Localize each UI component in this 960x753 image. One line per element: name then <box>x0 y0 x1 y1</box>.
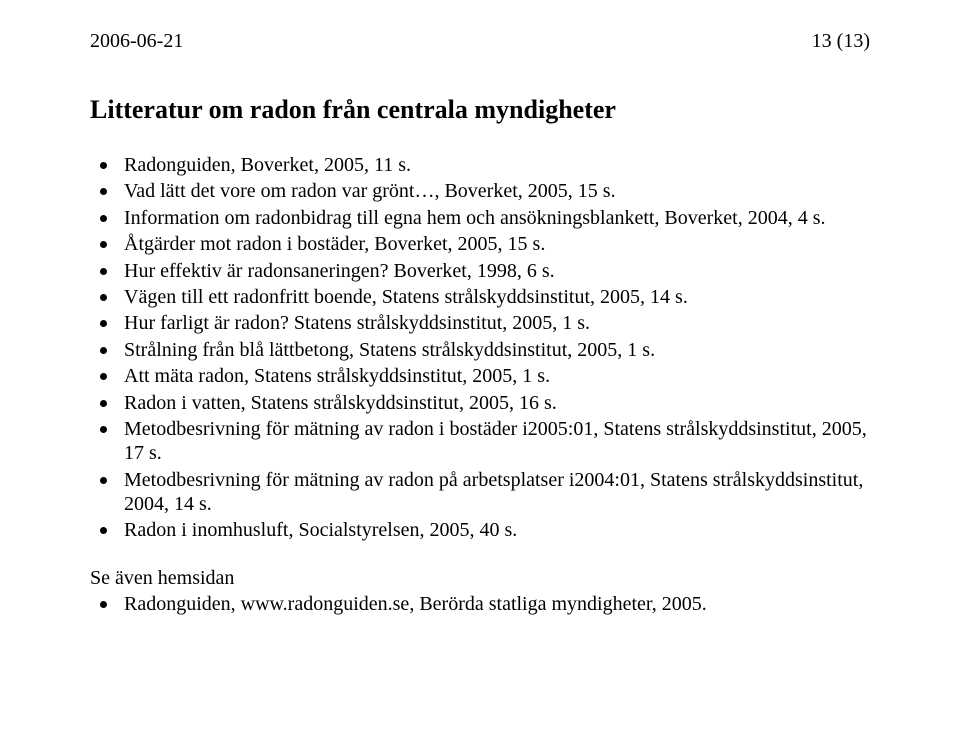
reference-list: Radonguiden, Boverket, 2005, 11 s. Vad l… <box>90 153 870 543</box>
header-page-number: 13 (13) <box>812 30 870 53</box>
see-also-label: Se även hemsidan <box>90 567 870 590</box>
header-date: 2006-06-21 <box>90 30 183 53</box>
list-item: Att mäta radon, Statens strålskyddsinsti… <box>90 364 870 388</box>
list-item: Åtgärder mot radon i bostäder, Boverket,… <box>90 232 870 256</box>
list-item: Radonguiden, Boverket, 2005, 11 s. <box>90 153 870 177</box>
page-title: Litteratur om radon från centrala myndig… <box>90 95 870 125</box>
list-item: Radon i vatten, Statens strålskyddsinsti… <box>90 391 870 415</box>
list-item: Hur farligt är radon? Statens strålskydd… <box>90 311 870 335</box>
list-item: Hur effektiv är radonsaneringen? Boverke… <box>90 259 870 283</box>
list-item: Vägen till ett radonfritt boende, Staten… <box>90 285 870 309</box>
list-item: Information om radonbidrag till egna hem… <box>90 206 870 230</box>
list-item: Strålning från blå lättbetong, Statens s… <box>90 338 870 362</box>
list-item: Metodbesrivning för mätning av radon på … <box>90 468 870 517</box>
page-header: 2006-06-21 13 (13) <box>90 30 870 53</box>
list-item: Metodbesrivning för mätning av radon i b… <box>90 417 870 466</box>
list-item: Radon i inomhusluft, Socialstyrelsen, 20… <box>90 518 870 542</box>
list-item: Vad lätt det vore om radon var grönt…, B… <box>90 179 870 203</box>
see-also-list: Radonguiden, www.radonguiden.se, Berörda… <box>90 592 870 616</box>
list-item: Radonguiden, www.radonguiden.se, Berörda… <box>90 592 870 616</box>
